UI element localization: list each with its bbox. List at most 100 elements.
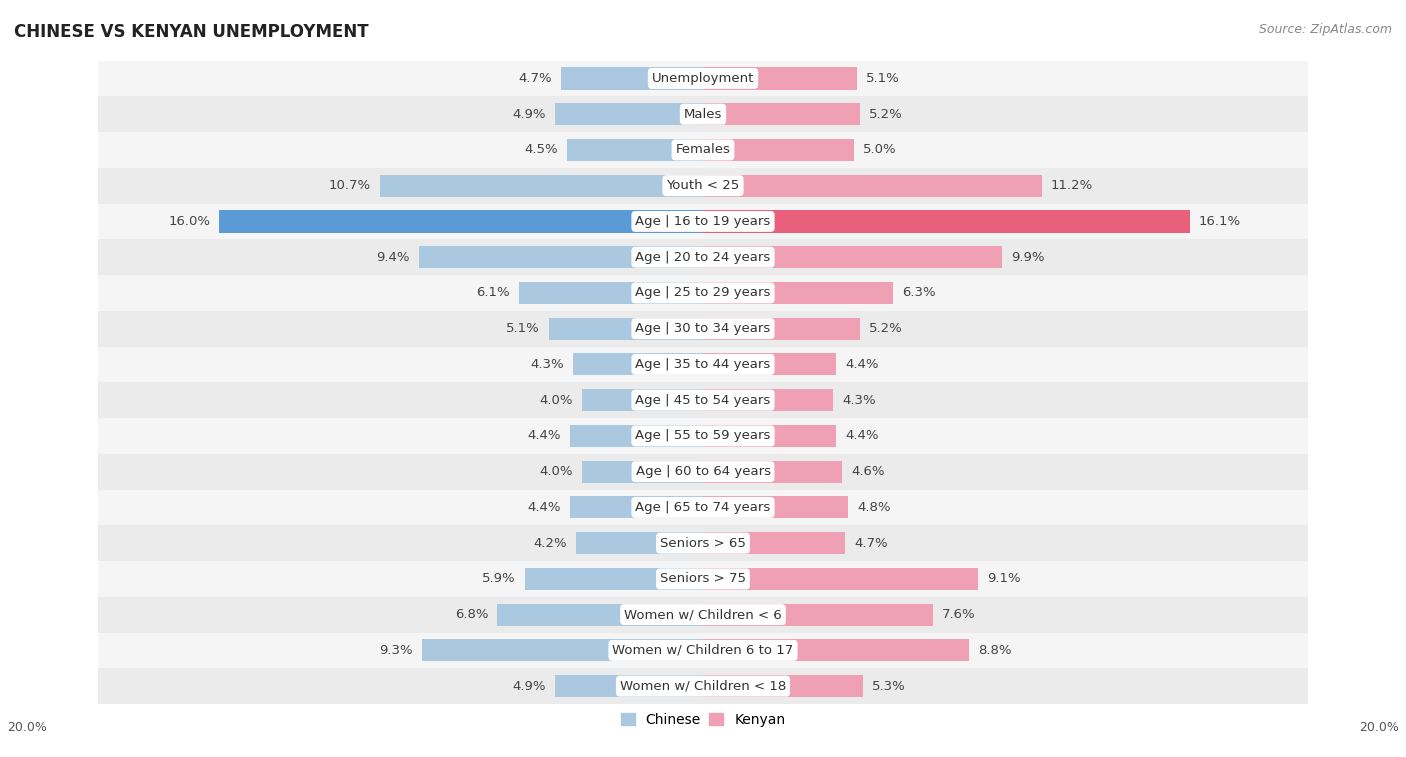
Text: 4.4%: 4.4% [527, 429, 561, 442]
Text: 5.3%: 5.3% [872, 680, 905, 693]
Bar [703, 67, 858, 89]
Text: Age | 55 to 59 years: Age | 55 to 59 years [636, 429, 770, 442]
Text: Females: Females [675, 143, 731, 157]
Bar [703, 246, 1002, 268]
Text: 5.1%: 5.1% [866, 72, 900, 85]
Text: Source: ZipAtlas.com: Source: ZipAtlas.com [1258, 23, 1392, 36]
Text: Age | 45 to 54 years: Age | 45 to 54 years [636, 394, 770, 407]
Text: Age | 35 to 44 years: Age | 35 to 44 years [636, 358, 770, 371]
Text: 4.2%: 4.2% [533, 537, 567, 550]
Bar [98, 96, 1308, 132]
Bar [98, 382, 1308, 418]
Text: 5.9%: 5.9% [482, 572, 516, 585]
Text: Women w/ Children < 18: Women w/ Children < 18 [620, 680, 786, 693]
Bar [98, 204, 1308, 239]
Bar [98, 61, 1308, 96]
Text: Women w/ Children 6 to 17: Women w/ Children 6 to 17 [613, 644, 793, 657]
Bar [98, 453, 1308, 490]
Bar [703, 103, 860, 125]
Bar [555, 103, 703, 125]
Text: 9.4%: 9.4% [377, 251, 409, 263]
Text: CHINESE VS KENYAN UNEMPLOYMENT: CHINESE VS KENYAN UNEMPLOYMENT [14, 23, 368, 41]
Text: Age | 16 to 19 years: Age | 16 to 19 years [636, 215, 770, 228]
Text: 4.9%: 4.9% [512, 680, 546, 693]
Text: 4.7%: 4.7% [855, 537, 887, 550]
Text: Age | 30 to 34 years: Age | 30 to 34 years [636, 322, 770, 335]
Bar [422, 640, 703, 662]
Text: 4.0%: 4.0% [540, 394, 574, 407]
Text: 16.0%: 16.0% [169, 215, 211, 228]
Text: 4.3%: 4.3% [842, 394, 876, 407]
Bar [703, 460, 842, 483]
Bar [574, 354, 703, 375]
Bar [98, 275, 1308, 311]
Bar [98, 168, 1308, 204]
Bar [703, 354, 837, 375]
Bar [419, 246, 703, 268]
Text: 4.6%: 4.6% [851, 465, 884, 478]
Text: 16.1%: 16.1% [1199, 215, 1241, 228]
Text: Age | 25 to 29 years: Age | 25 to 29 years [636, 286, 770, 300]
Bar [98, 525, 1308, 561]
Text: 4.4%: 4.4% [527, 501, 561, 514]
Text: Women w/ Children < 6: Women w/ Children < 6 [624, 608, 782, 621]
Bar [569, 425, 703, 447]
Bar [703, 640, 969, 662]
Bar [703, 497, 848, 519]
Text: 7.6%: 7.6% [942, 608, 976, 621]
Text: 4.4%: 4.4% [845, 358, 879, 371]
Bar [219, 210, 703, 232]
Text: 5.0%: 5.0% [863, 143, 897, 157]
Bar [582, 389, 703, 411]
Bar [98, 490, 1308, 525]
Bar [98, 132, 1308, 168]
Bar [498, 603, 703, 626]
Text: Seniors > 65: Seniors > 65 [659, 537, 747, 550]
Text: Age | 20 to 24 years: Age | 20 to 24 years [636, 251, 770, 263]
Bar [703, 568, 979, 590]
Text: 5.2%: 5.2% [869, 107, 903, 120]
Bar [555, 675, 703, 697]
Bar [703, 175, 1042, 197]
Text: 4.4%: 4.4% [845, 429, 879, 442]
Bar [98, 668, 1308, 704]
Bar [703, 425, 837, 447]
Text: Youth < 25: Youth < 25 [666, 179, 740, 192]
Bar [576, 532, 703, 554]
Text: 9.9%: 9.9% [1011, 251, 1045, 263]
Text: 4.7%: 4.7% [519, 72, 551, 85]
Text: 5.1%: 5.1% [506, 322, 540, 335]
Text: 4.3%: 4.3% [530, 358, 564, 371]
Bar [582, 460, 703, 483]
Bar [567, 139, 703, 161]
Legend: Chinese, Kenyan: Chinese, Kenyan [614, 707, 792, 733]
Text: 4.9%: 4.9% [512, 107, 546, 120]
Bar [98, 239, 1308, 275]
Bar [98, 561, 1308, 597]
Text: 4.5%: 4.5% [524, 143, 558, 157]
Bar [98, 633, 1308, 668]
Text: 9.3%: 9.3% [380, 644, 413, 657]
Bar [569, 497, 703, 519]
Text: 4.8%: 4.8% [858, 501, 890, 514]
Text: 9.1%: 9.1% [987, 572, 1021, 585]
Bar [380, 175, 703, 197]
Text: Seniors > 75: Seniors > 75 [659, 572, 747, 585]
Text: Unemployment: Unemployment [652, 72, 754, 85]
Bar [98, 418, 1308, 453]
Text: 20.0%: 20.0% [1360, 721, 1399, 734]
Bar [548, 318, 703, 340]
Text: 4.0%: 4.0% [540, 465, 574, 478]
Text: 10.7%: 10.7% [329, 179, 371, 192]
Text: 11.2%: 11.2% [1050, 179, 1092, 192]
Text: 6.8%: 6.8% [456, 608, 488, 621]
Bar [98, 597, 1308, 633]
Bar [98, 311, 1308, 347]
Text: 20.0%: 20.0% [7, 721, 46, 734]
Bar [703, 389, 832, 411]
Text: 8.8%: 8.8% [979, 644, 1011, 657]
Bar [524, 568, 703, 590]
Bar [703, 532, 845, 554]
Text: 6.1%: 6.1% [475, 286, 509, 300]
Bar [98, 347, 1308, 382]
